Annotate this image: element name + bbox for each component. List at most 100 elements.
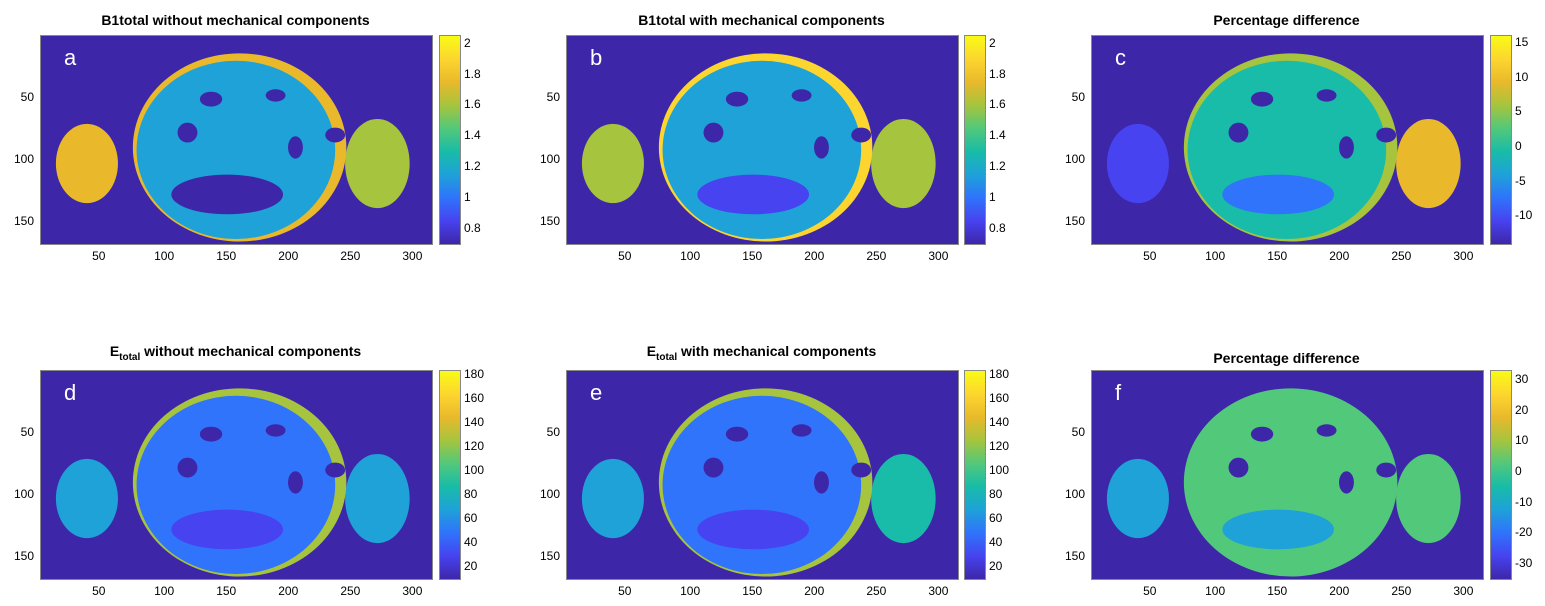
cavity <box>1228 457 1249 478</box>
heatmap-svg <box>41 36 432 244</box>
x-tick-label: 250 <box>1391 584 1412 598</box>
x-tick-label: 300 <box>1453 584 1474 598</box>
x-tick-label: 50 <box>1143 249 1157 263</box>
panel-title: Etotal without mechanical components <box>40 343 431 363</box>
x-tick-label: 200 <box>804 584 825 598</box>
colorbar-tick-label: 1.6 <box>989 97 1006 112</box>
panel-letter: e <box>590 380 603 405</box>
cavity <box>1339 471 1354 494</box>
colorbar-tick-label: 60 <box>989 510 1003 525</box>
title-subscript: total <box>656 351 678 363</box>
title-subscript: total <box>119 351 141 363</box>
heatmap-svg <box>1092 371 1483 579</box>
colorbar-tick-label: 120 <box>989 438 1010 453</box>
left-region <box>55 458 118 539</box>
cavity <box>725 426 749 442</box>
colorbar-tick-label: 1.8 <box>464 66 481 81</box>
cavity <box>265 89 286 102</box>
cavity <box>288 471 303 494</box>
title-main: E <box>109 343 120 359</box>
left-region <box>581 123 644 204</box>
low-region <box>171 509 284 550</box>
y-tick-label: 50 <box>1071 424 1085 439</box>
x-tick-label: 100 <box>680 249 701 263</box>
colorbar <box>964 35 986 245</box>
cavity <box>703 122 724 143</box>
colorbar <box>1490 35 1512 245</box>
x-tick-label: 50 <box>1143 584 1157 598</box>
colorbar-tick-label: -10 <box>1515 494 1533 509</box>
x-tick-label: 100 <box>154 249 175 263</box>
low-region <box>171 174 284 215</box>
colorbar-tick-label: 2 <box>989 35 996 50</box>
panel-title: Percentage difference <box>1213 12 1360 28</box>
x-tick-label: 150 <box>216 584 237 598</box>
colorbar-tick-label: 1.6 <box>464 97 481 112</box>
x-tick-label: 200 <box>804 249 825 263</box>
x-tick-label: 300 <box>928 249 949 263</box>
colorbar-tick-label: 60 <box>464 510 478 525</box>
colorbar-tick-label: 180 <box>989 366 1010 381</box>
colorbar-tick-label: -10 <box>1515 208 1533 223</box>
left-region <box>1106 458 1169 539</box>
x-tick-label: 250 <box>866 584 887 598</box>
y-tick-label: 50 <box>546 424 560 439</box>
x-tick-label: 200 <box>278 584 299 598</box>
x-tick-label: 200 <box>278 249 299 263</box>
x-tick-label: 300 <box>402 249 423 263</box>
colorbar-tick-label: 1 <box>989 189 996 204</box>
colorbar-tick-label: 80 <box>989 486 1003 501</box>
cavity <box>791 89 812 102</box>
colorbar-tick-label: 180 <box>464 366 485 381</box>
right-region <box>871 118 936 209</box>
cavity <box>1228 122 1249 143</box>
colorbar-tick-label: 1.2 <box>464 158 481 173</box>
x-tick-label: 200 <box>1329 249 1350 263</box>
colorbar-tick-label: 160 <box>464 390 485 405</box>
cavity <box>814 471 829 494</box>
cavity <box>177 122 198 143</box>
x-tick-label: 250 <box>340 249 361 263</box>
cavity <box>703 457 724 478</box>
y-tick-label: 100 <box>1064 151 1085 166</box>
panel-letter: d <box>64 380 77 405</box>
colorbar-tick-label: 0.8 <box>989 220 1006 235</box>
x-tick-label: 50 <box>92 249 106 263</box>
y-tick-label: 100 <box>13 486 34 501</box>
colorbar <box>1490 370 1512 580</box>
cavity <box>199 91 223 107</box>
cavity <box>725 91 749 107</box>
cavity <box>1316 89 1337 102</box>
cavity <box>851 127 872 143</box>
y-tick-label: 150 <box>1064 548 1085 563</box>
cavity <box>1250 426 1274 442</box>
colorbar-tick-label: 20 <box>464 558 478 573</box>
colorbar-tick-label: 10 <box>1515 69 1529 84</box>
x-tick-label: 150 <box>216 249 237 263</box>
colorbar-tick-label: 40 <box>464 534 478 549</box>
cavity <box>1250 91 1274 107</box>
x-tick-label: 50 <box>618 584 632 598</box>
colorbar-tick-label: 100 <box>464 462 485 477</box>
colorbar-tick-label: 15 <box>1515 34 1529 49</box>
colorbar-tick-label: 120 <box>464 438 485 453</box>
colorbar-tick-label: -20 <box>1515 525 1533 540</box>
y-tick-label: 50 <box>20 89 34 104</box>
x-tick-label: 250 <box>1391 249 1412 263</box>
heatmap-svg <box>567 371 958 579</box>
y-tick-label: 50 <box>1071 89 1085 104</box>
colorbar-tick-label: 2 <box>464 35 471 50</box>
y-tick-label: 50 <box>546 89 560 104</box>
cavity <box>814 136 829 159</box>
x-tick-label: 150 <box>1267 584 1288 598</box>
colorbar-tick-label: 0 <box>1515 138 1522 153</box>
x-tick-label: 50 <box>92 584 106 598</box>
cavity <box>325 462 346 478</box>
title-rest: without mechanical components <box>140 343 362 359</box>
x-tick-label: 100 <box>154 584 175 598</box>
x-tick-label: 100 <box>1205 584 1226 598</box>
x-tick-label: 200 <box>1329 584 1350 598</box>
low-region <box>697 174 810 215</box>
title-main: E <box>646 343 657 359</box>
